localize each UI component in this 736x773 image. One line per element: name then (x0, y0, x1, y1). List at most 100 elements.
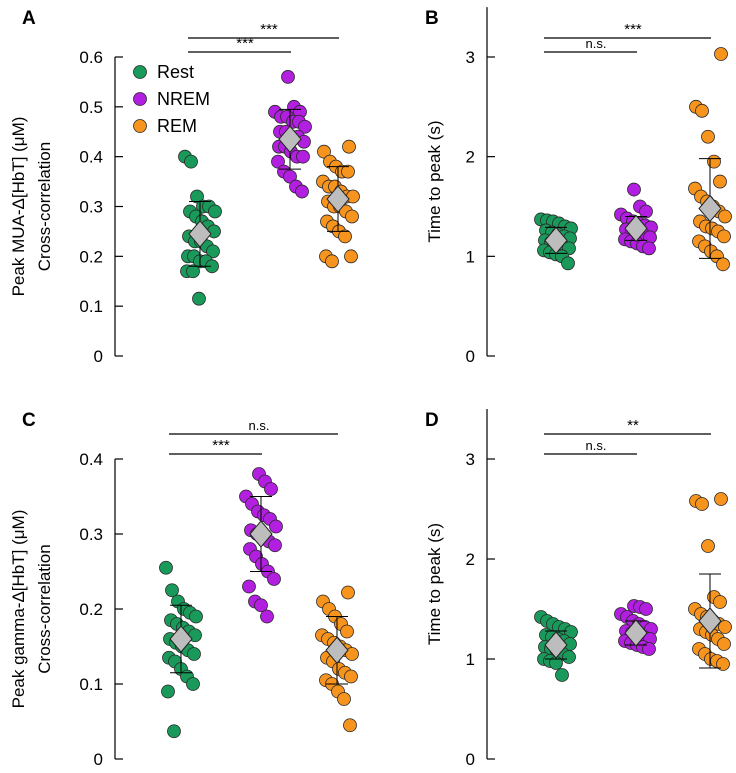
data-point (701, 539, 715, 553)
data-point (317, 144, 331, 159)
panel-label: B (425, 8, 439, 29)
data-point (208, 204, 222, 219)
y-tick-label: 1 (466, 247, 475, 266)
mean-marker (624, 619, 648, 647)
data-point (562, 650, 576, 664)
data-point (186, 264, 200, 279)
series-nrem (239, 467, 283, 624)
y-tick-label: 3 (466, 450, 475, 469)
data-point (716, 257, 730, 272)
data-point (159, 560, 173, 575)
panel-d: D 0 1 2 3 Time to peak (s) n.s. ** (425, 409, 732, 769)
data-point (268, 538, 282, 553)
data-point (206, 244, 220, 259)
y-tick-label: 0.1 (79, 297, 103, 316)
y-tick-label: 3 (466, 48, 475, 67)
data-point (345, 647, 359, 661)
data-point (627, 182, 641, 197)
data-point (192, 291, 206, 306)
y-axis-label: Time to peak (s) (425, 120, 444, 242)
data-point (707, 154, 721, 169)
data-point (167, 724, 181, 739)
data-point (342, 139, 356, 154)
mean-marker (169, 625, 193, 653)
y-tick-label: 0.6 (79, 48, 103, 67)
series-rest (159, 560, 203, 739)
significance-label: *** (212, 437, 230, 454)
data-point (190, 189, 204, 204)
mean-marker (325, 636, 349, 665)
series-nrem (268, 70, 312, 199)
data-point (271, 154, 285, 169)
significance-label: n.s. (586, 36, 607, 51)
significance-label: *** (236, 35, 254, 52)
data-point (714, 492, 728, 506)
data-point (642, 241, 656, 256)
data-point (186, 677, 200, 691)
data-point (264, 482, 278, 496)
data-point (187, 647, 201, 661)
legend-label: Rest (157, 62, 194, 82)
legend: Rest NREM REM (133, 62, 210, 136)
legend-marker (133, 65, 147, 79)
significance-label: n.s. (586, 438, 607, 453)
y-tick-label: 0.4 (79, 450, 103, 469)
data-point (561, 256, 575, 271)
data-point (189, 609, 203, 624)
y-tick-label: 0.4 (79, 148, 103, 167)
significance-label: *** (260, 21, 278, 38)
data-point (298, 119, 312, 134)
y-tick-label: 2 (466, 550, 475, 569)
series-rem (688, 492, 732, 671)
data-point (343, 718, 357, 733)
mean-marker (698, 607, 722, 635)
data-point (713, 595, 727, 609)
data-point (639, 602, 653, 616)
significance-label: ** (627, 417, 639, 434)
data-point (713, 174, 727, 189)
data-point (325, 254, 339, 269)
mean-marker (326, 185, 350, 213)
series-nrem (614, 599, 658, 656)
data-point (344, 249, 358, 264)
y-axis-label: Peak gamma-Δ[HbT] (μM) (9, 510, 28, 709)
data-point (714, 47, 728, 61)
mean-marker (188, 220, 212, 248)
data-point (242, 579, 256, 594)
data-point (718, 620, 732, 634)
legend-marker (133, 92, 147, 106)
data-point (281, 70, 295, 84)
data-point (165, 583, 179, 598)
data-point (260, 609, 274, 624)
y-tick-label: 0 (94, 750, 103, 769)
series-rem (316, 139, 360, 269)
data-point (717, 637, 731, 651)
series-rem (688, 47, 732, 272)
data-point (701, 129, 715, 144)
panel-label: C (22, 410, 36, 431)
data-point (340, 624, 354, 639)
y-tick-label: 0 (466, 347, 475, 366)
data-point (338, 229, 352, 244)
data-point (161, 684, 175, 699)
significance-label: n.s. (249, 418, 270, 433)
panel-label: A (22, 8, 36, 29)
y-tick-label: 0 (94, 347, 103, 366)
data-point (337, 692, 351, 706)
y-axis-label-2: Cross-correlation (35, 142, 54, 271)
mean-marker (624, 214, 648, 243)
data-point (295, 184, 309, 199)
data-point (639, 204, 653, 219)
legend-label: NREM (157, 89, 210, 109)
data-point (267, 572, 281, 586)
y-tick-label: 0.3 (79, 525, 103, 544)
mean-marker (249, 520, 273, 548)
data-point (345, 209, 359, 224)
series-rest (178, 149, 222, 306)
data-point (642, 642, 656, 656)
y-tick-label: 0.2 (79, 247, 103, 266)
data-point (283, 169, 297, 184)
y-axis-label-2: Cross-correlation (35, 544, 54, 673)
data-point (344, 669, 358, 684)
